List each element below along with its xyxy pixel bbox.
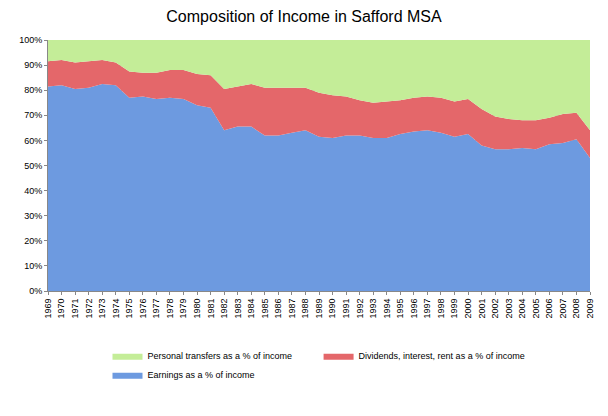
svg-text:1988: 1988 bbox=[300, 299, 310, 319]
svg-text:1990: 1990 bbox=[327, 299, 337, 319]
svg-text:20%: 20% bbox=[24, 236, 42, 246]
svg-text:1979: 1979 bbox=[178, 299, 188, 319]
svg-text:100%: 100% bbox=[19, 35, 42, 45]
svg-text:1994: 1994 bbox=[382, 299, 392, 319]
svg-text:40%: 40% bbox=[24, 186, 42, 196]
svg-text:1970: 1970 bbox=[56, 299, 66, 319]
svg-text:1978: 1978 bbox=[165, 299, 175, 319]
svg-text:Composition of Income in Saffo: Composition of Income in Safford MSA bbox=[166, 8, 442, 25]
svg-text:1986: 1986 bbox=[273, 299, 283, 319]
svg-text:1977: 1977 bbox=[151, 299, 161, 319]
svg-text:Earnings as a % of income: Earnings as a % of income bbox=[148, 370, 255, 380]
svg-text:2007: 2007 bbox=[558, 299, 568, 319]
svg-text:2009: 2009 bbox=[585, 299, 595, 319]
svg-text:1985: 1985 bbox=[260, 299, 270, 319]
svg-text:2000: 2000 bbox=[463, 299, 473, 319]
svg-text:90%: 90% bbox=[24, 60, 42, 70]
svg-text:1993: 1993 bbox=[368, 299, 378, 319]
svg-text:2003: 2003 bbox=[504, 299, 514, 319]
svg-text:2005: 2005 bbox=[531, 299, 541, 319]
svg-text:1981: 1981 bbox=[206, 299, 216, 319]
svg-text:Dividends, interest, rent as a: Dividends, interest, rent as a % of inco… bbox=[359, 351, 525, 361]
svg-text:1971: 1971 bbox=[70, 299, 80, 319]
svg-text:0%: 0% bbox=[29, 286, 42, 296]
svg-text:1972: 1972 bbox=[84, 299, 94, 319]
svg-text:1983: 1983 bbox=[233, 299, 243, 319]
svg-text:Personal transfers as a % of i: Personal transfers as a % of income bbox=[148, 351, 293, 361]
svg-text:2002: 2002 bbox=[490, 299, 500, 319]
svg-text:1973: 1973 bbox=[97, 299, 107, 319]
svg-text:1996: 1996 bbox=[409, 299, 419, 319]
svg-text:1987: 1987 bbox=[287, 299, 297, 319]
svg-text:1984: 1984 bbox=[246, 299, 256, 319]
svg-text:1975: 1975 bbox=[124, 299, 134, 319]
svg-text:1999: 1999 bbox=[449, 299, 459, 319]
svg-text:1976: 1976 bbox=[138, 299, 148, 319]
svg-text:1989: 1989 bbox=[314, 299, 324, 319]
svg-text:1995: 1995 bbox=[395, 299, 405, 319]
svg-text:1992: 1992 bbox=[355, 299, 365, 319]
svg-text:1969: 1969 bbox=[43, 299, 53, 319]
svg-text:1991: 1991 bbox=[341, 299, 351, 319]
svg-text:1980: 1980 bbox=[192, 299, 202, 319]
svg-text:2006: 2006 bbox=[544, 299, 554, 319]
svg-text:2004: 2004 bbox=[517, 299, 527, 319]
svg-text:1974: 1974 bbox=[111, 299, 121, 319]
svg-text:10%: 10% bbox=[24, 261, 42, 271]
svg-text:60%: 60% bbox=[24, 136, 42, 146]
svg-text:70%: 70% bbox=[24, 110, 42, 120]
svg-text:50%: 50% bbox=[24, 161, 42, 171]
svg-text:1997: 1997 bbox=[422, 299, 432, 319]
svg-text:2001: 2001 bbox=[477, 299, 487, 319]
svg-text:1998: 1998 bbox=[436, 299, 446, 319]
svg-text:1982: 1982 bbox=[219, 299, 229, 319]
svg-text:80%: 80% bbox=[24, 85, 42, 95]
svg-text:2008: 2008 bbox=[571, 299, 581, 319]
svg-text:30%: 30% bbox=[24, 211, 42, 221]
